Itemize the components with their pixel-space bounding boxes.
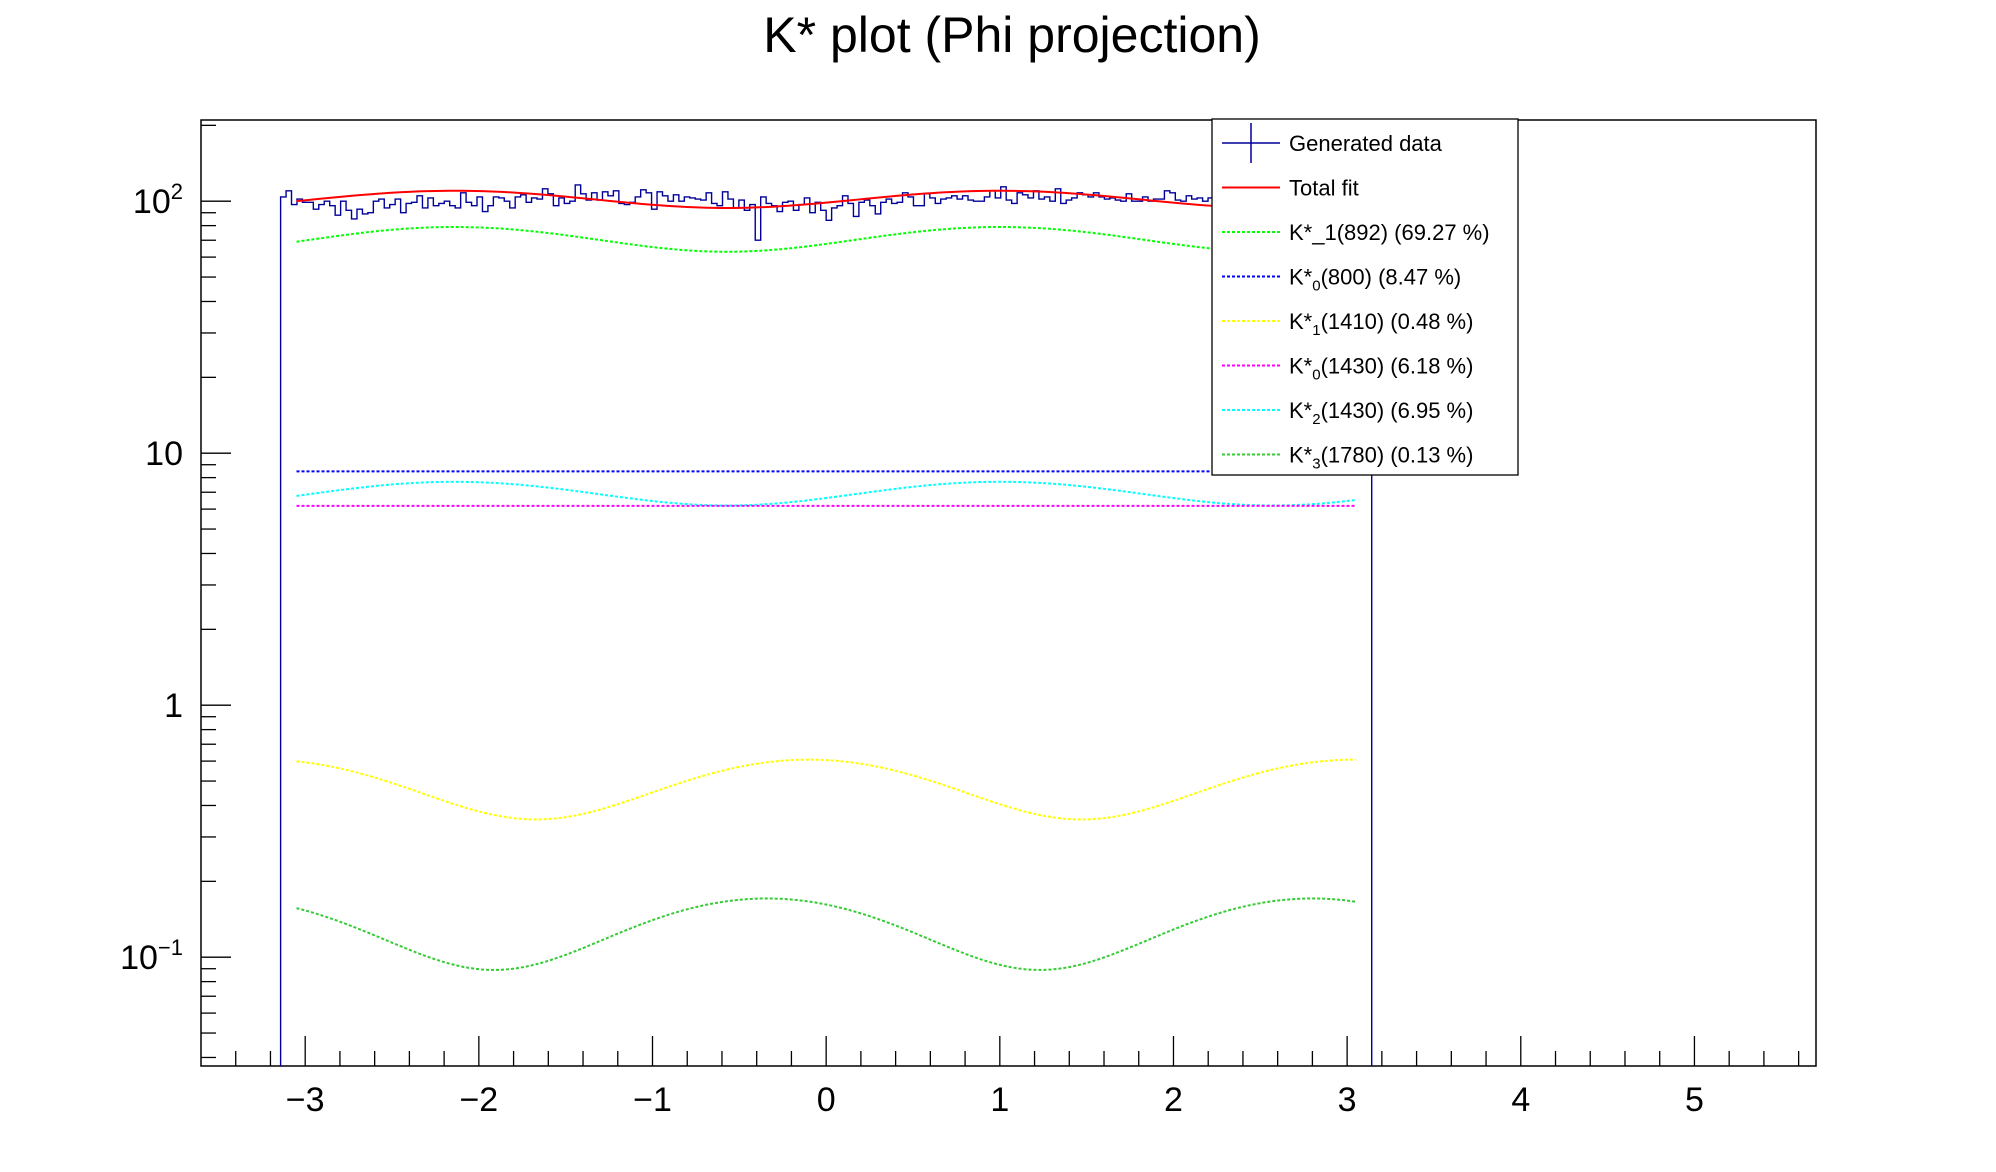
legend-label-rest: (1780) (0.13 %) [1321,443,1474,468]
legend-label: Generated data [1289,131,1443,156]
legend-label-main: K* [1289,398,1313,423]
y-tick-exponent: 2 [171,179,183,204]
y-tick-label: 10 [145,435,183,473]
y-tick-label: 102 [133,179,183,221]
legend-label-rest: (1410) (0.48 %) [1321,309,1474,334]
fit-curve-0 [296,189,1356,209]
legend-label: K*3(1780) (0.13 %) [1289,443,1473,473]
legend-label-subscript: 1 [1312,322,1320,339]
plot-frame [200,119,1817,1067]
legend-label: Total fit [1289,176,1359,201]
x-tick-label: 2 [1164,1081,1183,1119]
x-tick-label: −1 [633,1081,672,1119]
legend-label: K*_1(892) (69.27 %) [1289,220,1490,245]
legend-label-rest: (1430) (6.95 %) [1321,398,1474,423]
x-tick-label: 5 [1685,1081,1704,1119]
y-tick-exponent: −1 [158,935,183,960]
legend-label: K*0(1430) (6.18 %) [1289,354,1473,384]
x-tick-label: 0 [817,1081,836,1119]
x-tick-label: −3 [286,1081,325,1119]
fit-curves-layer [296,189,1356,971]
y-tick-base: 10 [145,435,183,473]
fit-curve-1 [296,225,1356,253]
chart-title: K* plot (Phi projection) [763,7,1260,63]
legend-label: K*1(1410) (0.48 %) [1289,309,1473,339]
legend-label-subscript: 0 [1312,278,1320,295]
x-tick-label: 3 [1338,1081,1357,1119]
legend: Generated data Total fit K*_1(892) (69.27 … [1211,118,1519,476]
legend-label-main: K* [1289,265,1313,290]
legend-label-subscript: 3 [1312,456,1320,473]
y-tick-base: 10 [133,183,171,221]
x-tick-label: −2 [459,1081,498,1119]
legend-label-main: Total fit [1289,176,1359,201]
x-tick-label: 4 [1511,1081,1530,1119]
legend-label-rest: (800) (8.47 %) [1321,265,1462,290]
legend-label-main: Generated data [1289,131,1443,156]
histogram-layer [279,184,1373,1066]
fit-curve-5 [296,480,1356,507]
y-tick-base: 1 [164,687,183,725]
legend-label: K*0(800) (8.47 %) [1289,265,1461,295]
fit-curve-3 [296,758,1356,821]
legend-label-main: K*_1(892) (69.27 %) [1289,220,1490,245]
legend-label-subscript: 2 [1312,411,1320,428]
legend-label-main: K* [1289,309,1313,334]
legend-label-main: K* [1289,443,1313,468]
histogram-line [279,184,1373,1066]
legend-label: K*2(1430) (6.95 %) [1289,398,1473,428]
legend-label-subscript: 0 [1312,367,1320,384]
y-tick-base: 10 [120,939,158,977]
legend-label-main: K* [1289,354,1313,379]
fit-curve-6 [296,897,1356,971]
x-axis: −3 −2 −1 0 1 2 3 4 5 [235,1036,1800,1119]
legend-label-rest: (1430) (6.18 %) [1321,354,1474,379]
y-tick-label: 1 [164,687,183,725]
y-tick-label: 10−1 [120,935,183,977]
x-tick-label: 1 [990,1081,1009,1119]
legend-box [1211,118,1519,476]
